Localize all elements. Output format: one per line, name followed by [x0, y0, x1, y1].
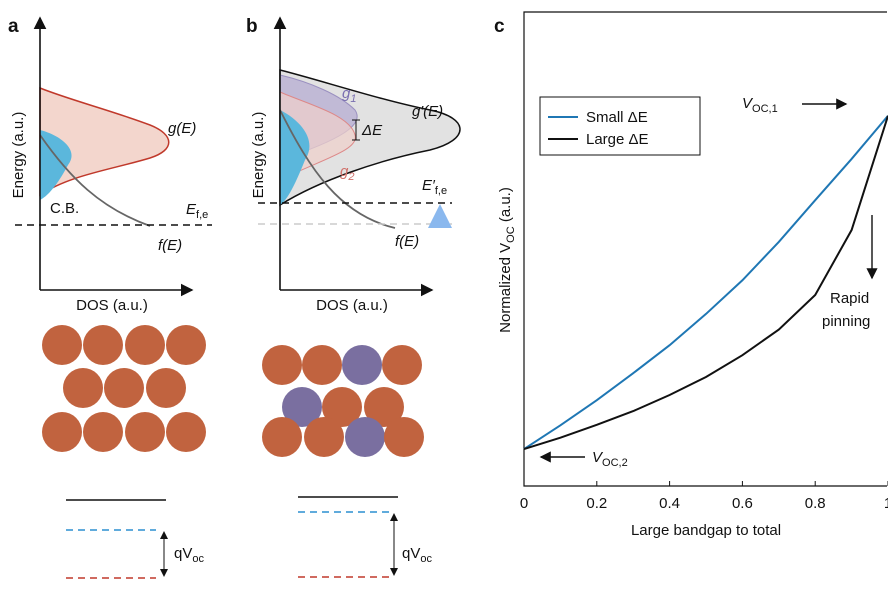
occupied-states — [280, 110, 310, 205]
line — [523, 115, 888, 450]
label: qV — [174, 545, 192, 562]
label: g — [342, 85, 351, 102]
lattice — [262, 345, 424, 457]
label: g1 — [342, 85, 356, 105]
label: E′ — [422, 177, 436, 194]
x-axis-label: DOS (a.u.) — [76, 297, 148, 314]
x-tick-label: 0 — [520, 495, 528, 512]
label: (a.u.) — [497, 187, 514, 226]
label: g(E) — [168, 120, 196, 137]
x-axis-label: Large bandgap to total — [631, 522, 781, 539]
label: E — [186, 201, 197, 218]
panel-a: a Energy (a.u.) DOS (a.u.) g(E) C.B. Ef,… — [8, 16, 212, 579]
label: OC — [505, 226, 517, 243]
label: f(E) — [395, 233, 419, 250]
label: OC,2 — [602, 457, 628, 469]
label: C.B. — [50, 200, 79, 217]
label: OC,1 — [752, 103, 778, 115]
x-tick-label: 0.2 — [586, 495, 607, 512]
label: g2 — [340, 163, 354, 183]
label: qV — [402, 545, 420, 562]
label: qVoc — [174, 545, 204, 565]
label: Normalized V — [497, 243, 514, 333]
label: f,e — [196, 209, 208, 221]
y-axis-label: Energy (a.u.) — [250, 112, 267, 199]
panel-c: c Large bandgap to total Normalized VOC … — [494, 11, 887, 539]
label: 2 — [347, 171, 354, 183]
panel-b: b Energy (a.u.) DOS (a.u.) g1 g′(E) ΔE g… — [246, 16, 461, 578]
legend-label: Small ΔE — [586, 109, 648, 126]
label: g — [340, 163, 349, 180]
occupied-states — [40, 130, 72, 200]
fermi-curve — [39, 134, 151, 227]
label: V — [742, 95, 754, 112]
panel-label: a — [8, 16, 19, 37]
x-tick-label: 0.4 — [659, 495, 680, 512]
fermi-curve — [279, 109, 396, 229]
panel-label: c — [494, 16, 505, 37]
annotation: Rapid — [830, 290, 869, 307]
bracket — [352, 119, 360, 141]
legend-label: Large ΔE — [586, 131, 649, 148]
y-axis-label: Energy (a.u.) — [10, 112, 27, 199]
x-tick-label: 1 — [884, 495, 888, 512]
label: g′(E) — [412, 103, 443, 120]
panel-label: b — [246, 16, 258, 37]
label: f(E) — [158, 237, 182, 254]
annotation: VOC,1 — [742, 95, 778, 115]
x-axis-label: DOS (a.u.) — [316, 297, 388, 314]
label: ΔE — [361, 122, 383, 139]
axes-box — [523, 11, 887, 487]
line — [523, 115, 888, 450]
x-tick-label: 0.8 — [805, 495, 826, 512]
label: f,e — [435, 185, 447, 197]
annotation: VOC,2 — [592, 449, 628, 469]
legend — [539, 96, 701, 156]
annotation: pinning — [822, 313, 870, 330]
label: oc — [420, 553, 432, 565]
lattice — [42, 325, 206, 452]
label: V — [592, 449, 604, 466]
label: 1 — [350, 93, 356, 105]
label: oc — [192, 553, 204, 565]
label: Ef,e — [186, 201, 208, 221]
dos-curve — [39, 86, 170, 197]
y-axis-label: Normalized VOC (a.u.) — [497, 187, 517, 333]
label: qVoc — [402, 545, 432, 565]
label: E′f,e — [422, 177, 447, 197]
x-tick-label: 0.6 — [732, 495, 753, 512]
